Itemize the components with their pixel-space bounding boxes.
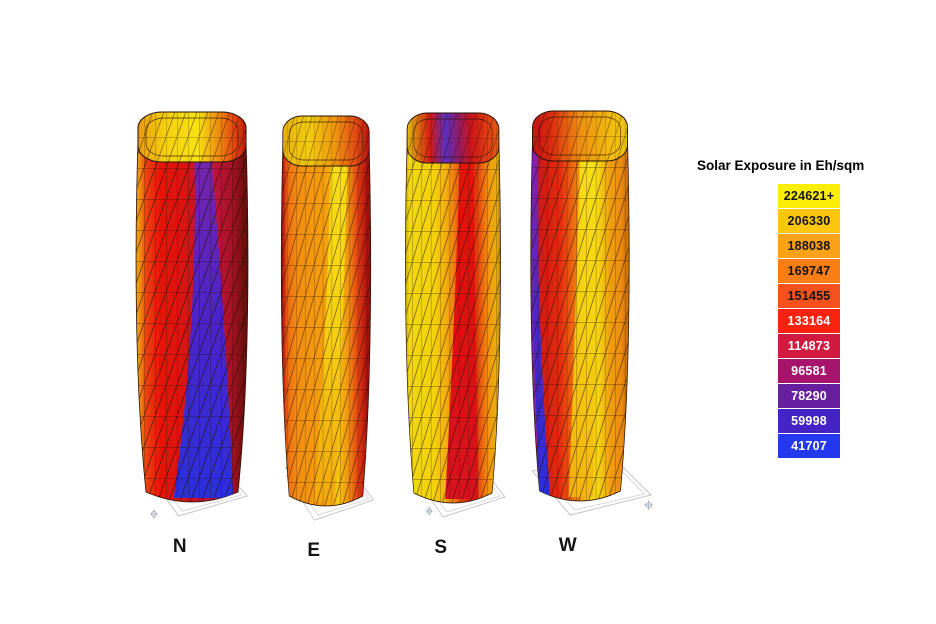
tower-e-render [280, 115, 375, 521]
mesh-overlay [530, 139, 630, 501]
legend-band: 41707 [778, 434, 840, 458]
tower-label-n: N [172, 536, 188, 557]
tower-w: W [510, 105, 654, 557]
tower-cap-rim [288, 121, 364, 161]
tower-w-render [530, 110, 654, 516]
legend-band: 224621+ [778, 184, 840, 208]
tower-label-w: W [558, 535, 578, 556]
legend-band: 133164 [778, 309, 840, 333]
mesh-overlay [136, 140, 248, 502]
legend-band: 151455 [778, 284, 840, 308]
tower-cap-rim [539, 116, 621, 156]
legend-band: 96581 [778, 359, 840, 383]
north-arrow-icon [644, 500, 654, 510]
tower-label-s: S [434, 537, 448, 558]
legend: Solar Exposure in Eh/sqm 224621+ 206330 18… [697, 158, 907, 459]
tower-s-render [405, 112, 506, 518]
legend-band: 188038 [778, 234, 840, 258]
tower-s: S [383, 107, 523, 559]
mesh-overlay [405, 141, 501, 503]
legend-band: 78290 [778, 384, 840, 408]
tower-e: E [256, 110, 396, 562]
tower-n: N [122, 106, 262, 558]
legend-band: 169747 [778, 259, 840, 283]
legend-color-scale: 224621+ 206330 188038 169747 151455 133164 114… [778, 184, 840, 458]
legend-band: 59998 [778, 409, 840, 433]
tower-n-render [135, 111, 249, 519]
north-arrow-icon [425, 506, 433, 516]
legend-band: 206330 [778, 209, 840, 233]
legend-title: Solar Exposure in Eh/sqm [697, 158, 865, 173]
mesh-overlay [281, 144, 371, 506]
tower-cap-rim [413, 118, 493, 158]
tower-label-e: E [307, 540, 321, 561]
tower-cap-rim [145, 117, 239, 157]
north-arrow-icon [150, 509, 158, 519]
legend-band: 114873 [778, 334, 840, 358]
